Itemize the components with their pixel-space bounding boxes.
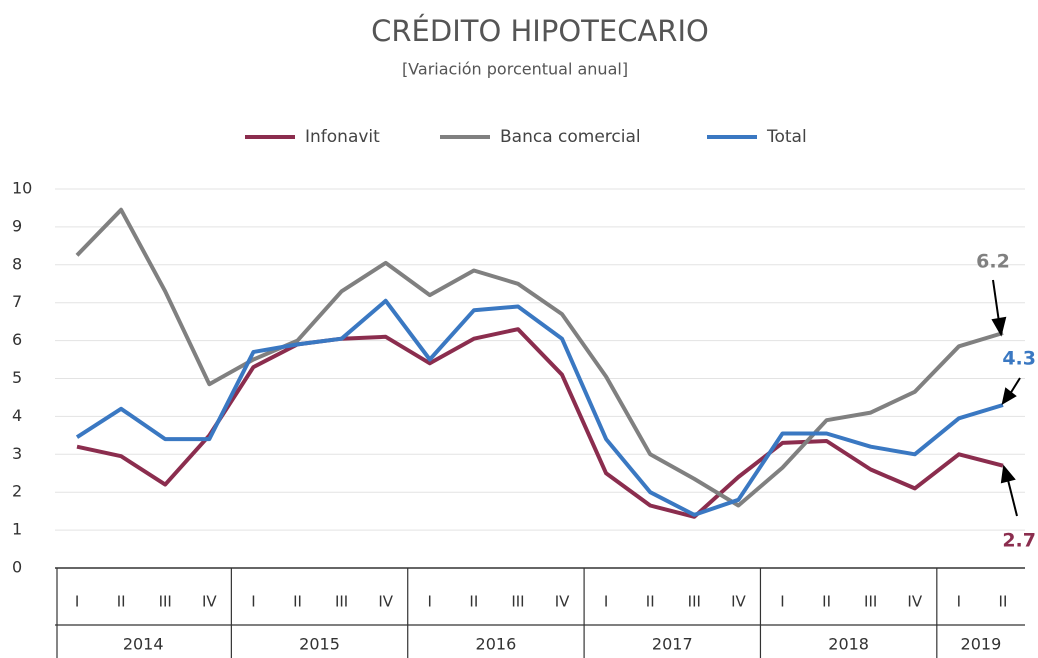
- arrow: [992, 279, 1000, 323]
- y-tick-label: 8: [12, 254, 22, 273]
- data-label: 6.2: [976, 251, 1010, 273]
- x-tick-label: I: [957, 593, 961, 611]
- x-tick-label: III: [159, 593, 172, 611]
- x-tick-label: IV: [731, 593, 746, 611]
- legend-label: Infonavit: [305, 127, 380, 147]
- x-tick-label: II: [293, 593, 302, 611]
- x-tick-label: IV: [202, 593, 217, 611]
- y-tick-label: 0: [12, 558, 22, 577]
- y-tick-label: 1: [12, 520, 22, 539]
- series-line: [75, 207, 1004, 508]
- chart-subtitle: [Variación porcentual anual]: [402, 60, 628, 79]
- legend-label: Banca comercial: [500, 127, 641, 147]
- x-tick-label: IV: [378, 593, 393, 611]
- x-tick-label: III: [864, 593, 877, 611]
- x-tick-label: III: [335, 593, 348, 611]
- y-tick-label: 10: [12, 179, 32, 198]
- x-group-label: 2019: [961, 635, 1002, 654]
- arrow-head: [991, 316, 1007, 337]
- x-group-label: 2016: [476, 635, 517, 654]
- y-tick-label: 9: [12, 216, 22, 235]
- x-group-label: 2015: [299, 635, 340, 654]
- y-tick-label: 4: [12, 406, 22, 425]
- x-tick-label: I: [251, 593, 255, 611]
- data-label: 4.3: [1002, 348, 1036, 370]
- x-tick-label: II: [646, 593, 655, 611]
- x-group-label: 2014: [123, 635, 164, 654]
- x-tick-label: II: [822, 593, 831, 611]
- arrow: [1007, 479, 1018, 517]
- arrow-head: [1001, 387, 1017, 406]
- x-tick-label: III: [511, 593, 524, 611]
- annotation-arrows: [991, 279, 1021, 517]
- y-tick-label: 7: [12, 292, 22, 311]
- x-tick-label: I: [428, 593, 432, 611]
- x-tick-label: IV: [555, 593, 570, 611]
- x-tick-label: I: [75, 593, 79, 611]
- x-group-label: 2017: [652, 635, 693, 654]
- arrow-head: [1000, 464, 1016, 484]
- x-tick-label: III: [688, 593, 701, 611]
- y-tick-label: 2: [12, 482, 22, 501]
- x-tick-label: II: [999, 593, 1008, 611]
- arrow: [1009, 377, 1021, 395]
- x-tick-label: II: [117, 593, 126, 611]
- x-group-label: 2018: [828, 635, 869, 654]
- legend-label: Total: [766, 127, 807, 147]
- x-tick-label: I: [780, 593, 784, 611]
- x-tick-label: IV: [907, 593, 922, 611]
- y-tick-label: 3: [12, 444, 22, 463]
- x-tick-label: II: [469, 593, 478, 611]
- series-line: [75, 298, 1004, 517]
- y-tick-label: 6: [12, 330, 22, 349]
- series-line: [76, 327, 1004, 519]
- chart-title: CRÉDITO HIPOTECARIO: [371, 14, 709, 48]
- y-tick-label: 5: [12, 368, 22, 387]
- x-tick-label: I: [604, 593, 608, 611]
- data-label: 2.7: [1002, 530, 1036, 552]
